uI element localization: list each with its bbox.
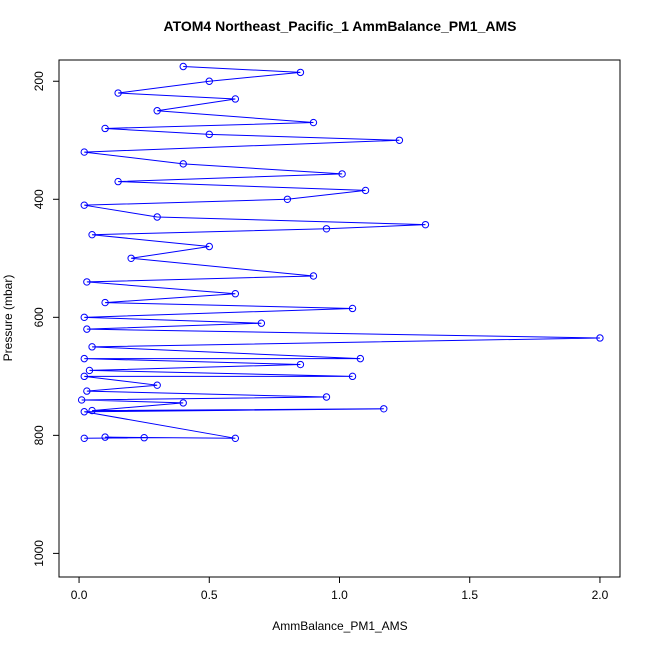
data-point xyxy=(153,213,161,221)
data-point xyxy=(421,220,430,229)
data-point xyxy=(205,130,213,139)
y-axis-label: Pressure (mbar) xyxy=(1,275,15,362)
x-tick-label: 0.5 xyxy=(201,588,218,602)
data-point xyxy=(205,242,213,251)
data-point xyxy=(322,225,331,233)
data-point xyxy=(356,354,365,363)
data-point xyxy=(101,433,109,441)
data-point xyxy=(179,160,187,168)
data-point xyxy=(361,186,370,195)
data-point xyxy=(88,406,96,415)
data-point xyxy=(348,304,357,313)
y-tick-label: 400 xyxy=(32,189,46,209)
data-point xyxy=(80,313,88,322)
data-point xyxy=(101,124,109,133)
data-point xyxy=(338,170,346,178)
data-point xyxy=(153,381,161,389)
x-tick-label: 1.5 xyxy=(461,588,478,602)
data-point xyxy=(231,290,240,298)
data-point xyxy=(231,95,240,103)
data-point xyxy=(296,360,305,369)
data-point xyxy=(77,396,86,404)
x-axis-label: AmmBalance_PM1_AMS xyxy=(272,619,407,633)
data-point xyxy=(80,148,88,156)
data-point xyxy=(80,354,88,363)
data-point xyxy=(114,177,122,186)
data-point xyxy=(80,434,88,443)
data-point xyxy=(380,405,388,413)
data-point xyxy=(296,68,305,77)
x-tick-label: 2.0 xyxy=(592,588,609,602)
data-point xyxy=(231,434,240,443)
data-point xyxy=(83,278,91,286)
data-point xyxy=(83,325,91,333)
data-point xyxy=(140,434,148,442)
series-line xyxy=(81,65,600,439)
data-point xyxy=(88,343,96,351)
data-point xyxy=(153,107,161,115)
data-point xyxy=(179,62,187,71)
data-point xyxy=(179,399,187,407)
data-point xyxy=(114,89,122,97)
chart-title: ATOM4 Northeast_Pacific_1 AmmBalance_PM1… xyxy=(164,18,517,34)
data-point xyxy=(395,136,404,144)
data-point xyxy=(205,77,213,85)
data-point xyxy=(101,298,109,307)
data-point xyxy=(283,195,292,203)
data-point xyxy=(85,366,94,375)
y-tick-label: 1000 xyxy=(32,540,46,567)
data-point xyxy=(309,118,318,127)
data-point xyxy=(88,230,96,239)
data-point xyxy=(80,408,88,416)
y-tick-label: 600 xyxy=(32,307,46,327)
data-point xyxy=(309,272,318,280)
x-tick-label: 1.0 xyxy=(331,588,348,602)
data-point xyxy=(80,372,88,381)
data-point xyxy=(127,254,135,263)
data-point xyxy=(348,372,357,381)
x-tick-label: 0.0 xyxy=(71,588,88,602)
y-tick-label: 200 xyxy=(32,71,46,91)
data-point xyxy=(257,319,266,327)
data-point xyxy=(80,201,88,209)
data-point xyxy=(83,387,91,395)
data-point xyxy=(596,334,604,342)
data-point xyxy=(322,393,331,401)
y-tick-label: 800 xyxy=(32,425,46,445)
